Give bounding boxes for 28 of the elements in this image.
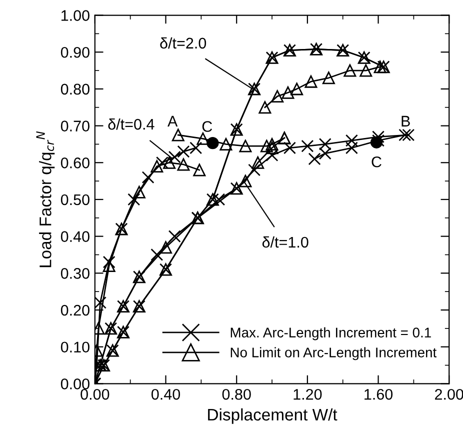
x-tick-label: 2.00 <box>435 388 463 400</box>
annotation: C <box>202 121 212 132</box>
legend-label: No Limit on Arc-Length Increment <box>230 347 437 360</box>
annotation: δ/t=2.0 <box>160 37 206 49</box>
annotation: A <box>168 116 178 126</box>
y-tick-label: 0.00 <box>60 378 90 390</box>
annotation: δ/t=0.4 <box>108 118 154 130</box>
annotation: δ/t=1.0 <box>262 236 308 248</box>
y-tick-label: 0.30 <box>60 268 90 279</box>
x-tick-label: 0.40 <box>151 388 180 400</box>
x-tick-label: 0.00 <box>80 388 110 400</box>
annotation: C <box>372 156 382 168</box>
y-tick-label: 0.80 <box>60 84 90 95</box>
x-tick-label: 0.80 <box>222 388 251 400</box>
x-tick-label: 1.20 <box>294 388 322 400</box>
y-tick-label: 0.60 <box>60 157 90 168</box>
y-tick-label: 0.50 <box>60 194 90 206</box>
x-tick-label: 1.60 <box>364 388 393 400</box>
legend-label: Max. Arc-Length Increment = 0.1 <box>230 327 431 340</box>
x-axis-title: Displacement W/t <box>208 408 338 424</box>
y-axis-title: Load Factor q/q$_{cr}$$^{N}$ <box>36 131 55 268</box>
annotation: B <box>402 116 410 126</box>
y-tick-label: 0.70 <box>60 120 90 132</box>
y-tick-label: 0.20 <box>60 304 90 316</box>
y-tick-label: 0.10 <box>60 342 90 353</box>
y-tick-label: 0.40 <box>60 231 90 242</box>
y-tick-label: 1.00 <box>61 10 90 21</box>
y-tick-label: 0.90 <box>60 46 90 58</box>
